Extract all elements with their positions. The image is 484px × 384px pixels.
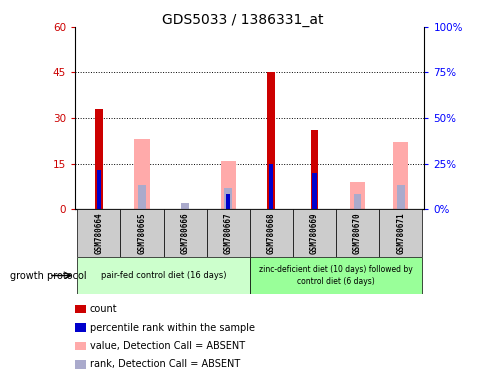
Text: growth protocol: growth protocol xyxy=(10,271,86,281)
Text: GSM780667: GSM780667 xyxy=(223,212,232,254)
Text: GSM780669: GSM780669 xyxy=(309,212,318,254)
Text: GSM780664: GSM780664 xyxy=(94,212,103,254)
Text: GSM780665: GSM780665 xyxy=(137,212,146,254)
Bar xyxy=(95,109,103,209)
Bar xyxy=(378,209,422,257)
Bar xyxy=(181,203,189,209)
Bar xyxy=(269,164,273,209)
Text: count: count xyxy=(90,304,117,314)
Bar xyxy=(206,209,249,257)
Bar xyxy=(310,130,318,209)
Bar xyxy=(310,185,318,209)
Text: GSM780671: GSM780671 xyxy=(395,212,404,254)
Bar xyxy=(77,209,120,257)
Text: zinc-deficient diet (10 days) followed by
control diet (6 days): zinc-deficient diet (10 days) followed b… xyxy=(258,265,412,286)
Bar xyxy=(163,209,206,257)
Bar xyxy=(77,257,249,294)
Text: percentile rank within the sample: percentile rank within the sample xyxy=(90,323,254,333)
Bar xyxy=(267,73,274,209)
Bar xyxy=(220,161,235,209)
Text: GDS5033 / 1386331_at: GDS5033 / 1386331_at xyxy=(162,13,322,27)
Bar xyxy=(134,139,149,209)
Bar xyxy=(138,185,146,209)
Bar xyxy=(349,182,364,209)
Bar xyxy=(353,194,361,209)
Text: GSM780670: GSM780670 xyxy=(352,212,362,254)
Text: rank, Detection Call = ABSENT: rank, Detection Call = ABSENT xyxy=(90,359,240,369)
Bar xyxy=(120,209,163,257)
Bar xyxy=(335,209,378,257)
Text: value, Detection Call = ABSENT: value, Detection Call = ABSENT xyxy=(90,341,244,351)
Bar xyxy=(249,209,292,257)
Bar xyxy=(96,170,101,209)
Bar xyxy=(249,257,422,294)
Bar xyxy=(312,173,316,209)
Bar xyxy=(393,142,408,209)
Bar xyxy=(396,185,404,209)
Text: GSM780668: GSM780668 xyxy=(266,212,275,254)
Text: pair-fed control diet (16 days): pair-fed control diet (16 days) xyxy=(101,271,226,280)
Bar xyxy=(292,209,335,257)
Text: GSM780666: GSM780666 xyxy=(180,212,189,254)
Bar xyxy=(224,188,232,209)
Bar xyxy=(226,194,230,209)
